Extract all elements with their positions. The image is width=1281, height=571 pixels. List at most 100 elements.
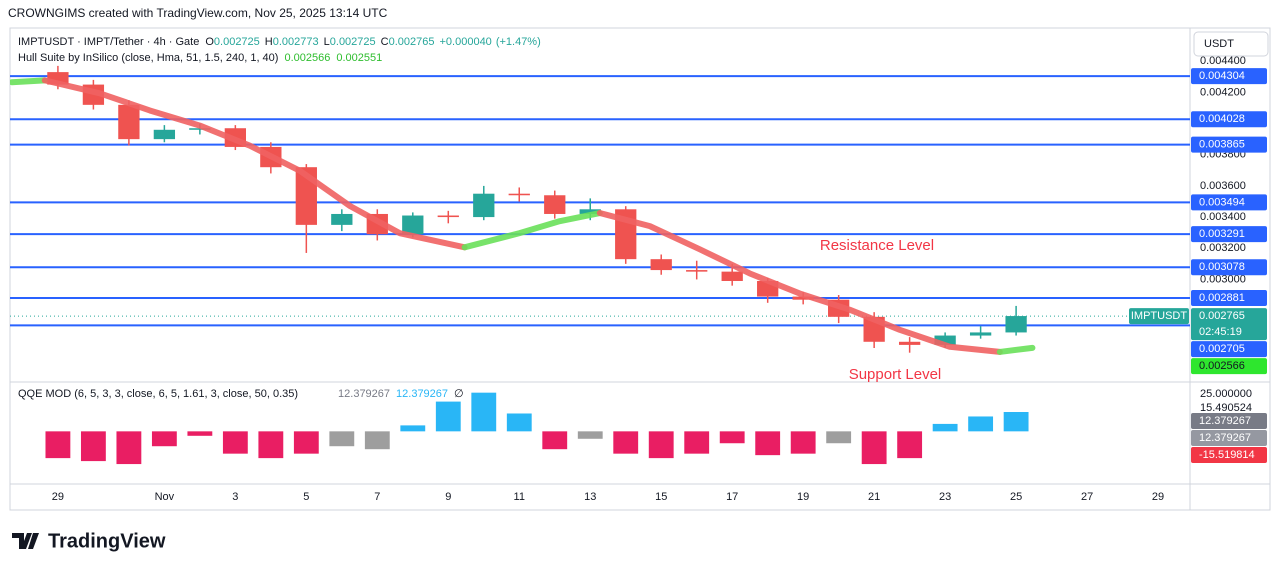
x-tick-label: 5	[303, 491, 309, 503]
legend-text: 0.002725	[214, 36, 260, 48]
legend-text: 0.002765	[389, 36, 435, 48]
x-tick-label: 3	[232, 491, 238, 503]
qqe-bar	[755, 431, 781, 456]
scale-tag	[1191, 68, 1267, 85]
x-tick-label: 25	[1010, 491, 1022, 503]
scale-tag-text: 0.004304	[1199, 70, 1245, 82]
y-tick-label: 0.003200	[1200, 242, 1246, 254]
scale-tag-text: 0.002881	[1199, 292, 1245, 304]
candle-body	[1005, 316, 1027, 333]
qqe-bar	[222, 431, 248, 454]
hull-line	[596, 210, 1003, 355]
x-tick-label: 23	[939, 491, 951, 503]
qqe-bar	[45, 431, 71, 459]
candle-body	[153, 129, 176, 140]
scale-tag	[1191, 430, 1267, 446]
scale-tag	[1191, 341, 1267, 358]
hull-line	[996, 344, 1036, 355]
candle-body	[579, 209, 601, 214]
logo: TradingView	[12, 530, 166, 552]
legend-text: L	[324, 36, 330, 48]
x-tick-label: 29	[52, 491, 64, 503]
y-tick-label: 0.003000	[1200, 273, 1246, 285]
scale-tag-text: 0.002566	[1199, 360, 1245, 372]
legend-text: Hull Suite by InSilico (close, Hma, 51, …	[18, 52, 278, 64]
qqe-bar	[187, 431, 213, 436]
scale-tag-text: 0.003865	[1199, 139, 1245, 151]
legend-text: C	[381, 36, 389, 48]
y-tick-label: 0.004400	[1200, 55, 1246, 67]
logo-icon	[12, 533, 39, 549]
x-tick-label: 29	[1152, 491, 1164, 503]
scale-tag-text: 0.003494	[1199, 196, 1245, 208]
price-unit: USDT	[1204, 38, 1234, 50]
symbol-tag-text: IMPTUSDT	[1131, 310, 1188, 322]
scale-tag	[1191, 308, 1267, 341]
candle-body	[189, 128, 211, 130]
qqe-bar	[684, 431, 710, 454]
legend-text: 0.002551	[336, 52, 382, 64]
y-tick-label: 25.000000	[1200, 388, 1252, 400]
candle-body	[402, 215, 424, 235]
qqe-bar	[932, 423, 958, 432]
legend-text: ∅	[454, 388, 464, 400]
qqe-bar	[258, 431, 284, 459]
scale-tag-text: -15.519814	[1199, 449, 1255, 461]
legend-text: (+1.47%)	[496, 36, 541, 48]
x-tick-label: 21	[868, 491, 880, 503]
legend-text: 0.002773	[273, 36, 319, 48]
legend-text: IMPTUSDT · IMPT/Tether · 4h · Gate	[18, 36, 199, 48]
legend-text: 12.379267	[338, 388, 390, 400]
candle-body	[934, 335, 956, 345]
x-tick-label: 9	[445, 491, 451, 503]
x-tick-label: 17	[726, 491, 738, 503]
qqe-pane	[45, 392, 1029, 465]
scale-tag	[1191, 136, 1267, 153]
qqe-bar	[897, 431, 923, 459]
candle-body	[650, 259, 672, 271]
qqe-bar	[506, 413, 532, 432]
scale-tag	[1191, 194, 1267, 211]
unit-box	[1193, 31, 1269, 57]
scale-tag-text: 02:45:19	[1199, 326, 1242, 338]
scale-tag	[1191, 358, 1267, 375]
scale-tag-text: 0.003078	[1199, 261, 1245, 273]
x-tick-label: 13	[584, 491, 596, 503]
qqe-bar	[719, 431, 745, 444]
qqe-bar	[471, 392, 497, 432]
legend-text: 0.002566	[284, 52, 330, 64]
legend-text: QQE MOD (6, 5, 3, 3, close, 6, 5, 1.61, …	[18, 388, 298, 400]
x-tick-label: 27	[1081, 491, 1093, 503]
chart-frame	[9, 27, 1271, 511]
y-tick-label: 15.490524	[1200, 402, 1252, 414]
scale-tag-text: 0.002765	[1199, 310, 1245, 322]
legend-text: O	[205, 36, 214, 48]
scale-tag	[1191, 289, 1267, 306]
annotation: Resistance Level	[820, 237, 934, 254]
qqe-bar	[861, 431, 887, 465]
qqe-bar	[577, 431, 603, 439]
candle-body	[721, 271, 743, 281]
candle-body	[508, 193, 530, 196]
candle-body	[686, 270, 708, 272]
candle-body	[792, 296, 814, 300]
brand: TradingView	[48, 530, 166, 552]
x-tick-label: 7	[374, 491, 380, 503]
scale-tag	[1191, 413, 1267, 429]
qqe-bar	[329, 431, 355, 447]
qqe-bar	[613, 431, 639, 454]
price-pane	[10, 65, 1190, 355]
hull-line	[10, 77, 48, 86]
legend-text: 12.379267	[396, 388, 448, 400]
legend-text: +0.000040	[440, 36, 492, 48]
qqe-bar	[435, 401, 461, 432]
x-tick-label: 19	[797, 491, 809, 503]
y-tick-label: 0.004200	[1200, 86, 1246, 98]
candle-body	[473, 193, 495, 218]
scale-tag	[1191, 111, 1267, 128]
scale-tag-text: 0.004028	[1199, 113, 1245, 125]
scale-tag	[1191, 226, 1267, 243]
legend-text: H	[265, 36, 273, 48]
